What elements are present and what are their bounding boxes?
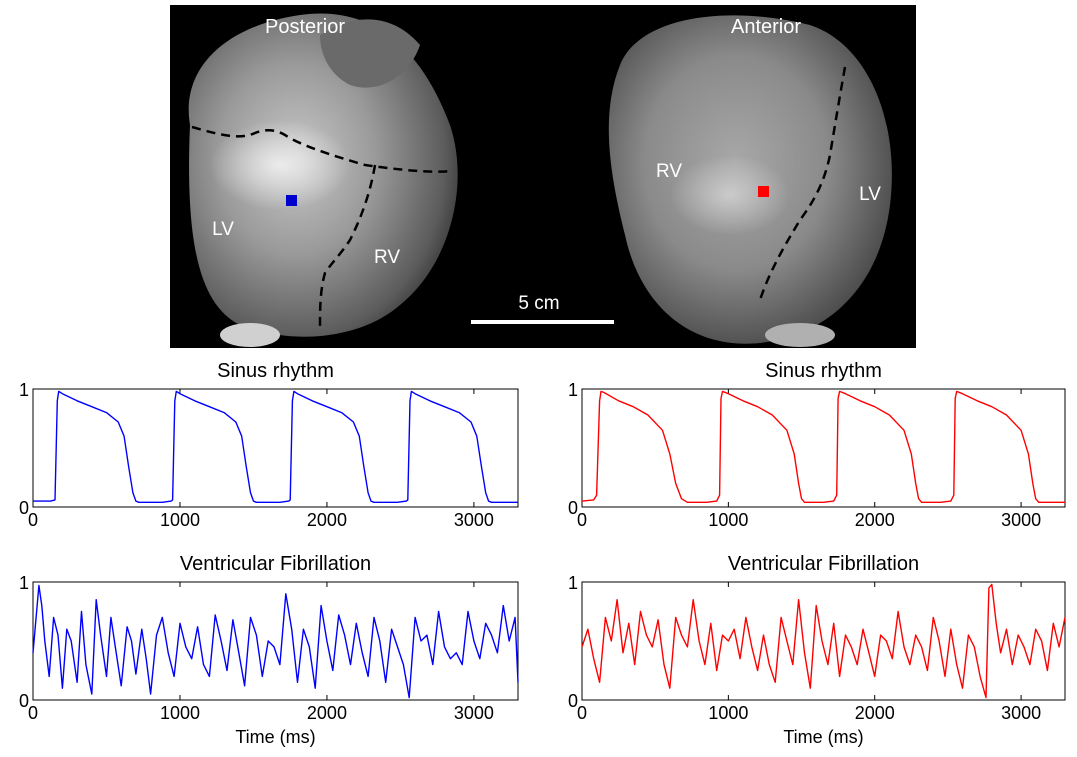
chart-3-xtick-label-3: 3000 [1001, 703, 1041, 723]
chart-3-xtick-label-0: 0 [577, 703, 587, 723]
anterior-marker [758, 186, 769, 197]
chart-1-xtick-label-0: 0 [577, 510, 587, 530]
chart-2-axes [32, 581, 519, 701]
chart-0-xtick-label-2: 2000 [307, 510, 347, 530]
chart-0-xtick-label-1: 1000 [160, 510, 200, 530]
chart-1-ytick-label-1: 1 [568, 380, 578, 400]
posterior-base [220, 323, 280, 347]
chart-1-series-0-line [581, 390, 1065, 503]
chart-2-xtick-label-1: 1000 [160, 703, 200, 723]
chart-3-title: Ventricular Fibrillation [728, 553, 919, 575]
chart-3-ytick-label-1: 1 [568, 573, 578, 593]
chart-2-xlabel: Time (ms) [235, 727, 315, 747]
posterior-boundary-line [191, 125, 453, 173]
chart-2-ytick-label-0: 0 [19, 691, 29, 711]
chart-2-xtick-label-3: 3000 [454, 703, 494, 723]
anterior-bright-region [670, 155, 790, 235]
chart-2-ytick-label-1: 1 [19, 573, 29, 593]
chart-0-xtick-label-0: 0 [28, 510, 38, 530]
chart-1-xtick-label-1: 1000 [708, 510, 748, 530]
scale-bar-label: 5 cm [518, 293, 559, 314]
chart-0-ytick-label-1: 1 [19, 380, 29, 400]
posterior-label: Posterior [265, 16, 345, 38]
chart-3-series-0-line [581, 583, 1066, 699]
chart-0-axes [32, 388, 519, 508]
lv-posterior-label: LV [212, 219, 234, 240]
rv-posterior-label: RV [374, 247, 400, 268]
chart-1-axes [581, 388, 1066, 508]
posterior-marker [286, 195, 297, 206]
anterior-label: Anterior [731, 16, 801, 38]
lv-anterior-label: LV [859, 184, 881, 205]
posterior-vessel-shape [320, 19, 420, 88]
posterior-bright-region [210, 120, 350, 210]
chart-1-ytick-label-0: 0 [568, 498, 578, 518]
chart-2-series-0-line [32, 584, 519, 699]
chart-1-xtick-label-3: 3000 [1001, 510, 1041, 530]
chart-0-ytick-label-0: 0 [19, 498, 29, 518]
chart-2-xtick-label-0: 0 [28, 703, 38, 723]
heart-photo-panel: Posterior Anterior LV RV RV LV 5 cm [170, 5, 916, 348]
chart-3-xtick-label-1: 1000 [708, 703, 748, 723]
anterior-septum-line [758, 66, 847, 301]
chart-3-xlabel: Time (ms) [783, 727, 863, 747]
chart-2-xtick-label-2: 2000 [307, 703, 347, 723]
chart-0-series-0-line [33, 390, 518, 503]
chart-1-title: Sinus rhythm [765, 360, 882, 382]
chart-3-axes [581, 581, 1066, 701]
chart-1-xtick-label-2: 2000 [855, 510, 895, 530]
chart-3-xtick-label-2: 2000 [855, 703, 895, 723]
anterior-base [765, 323, 835, 347]
chart-0-xtick-label-3: 3000 [454, 510, 494, 530]
rv-anterior-label: RV [656, 161, 682, 182]
chart-3-ytick-label-0: 0 [568, 691, 578, 711]
chart-2-title: Ventricular Fibrillation [180, 553, 371, 575]
chart-0-title: Sinus rhythm [217, 360, 334, 382]
